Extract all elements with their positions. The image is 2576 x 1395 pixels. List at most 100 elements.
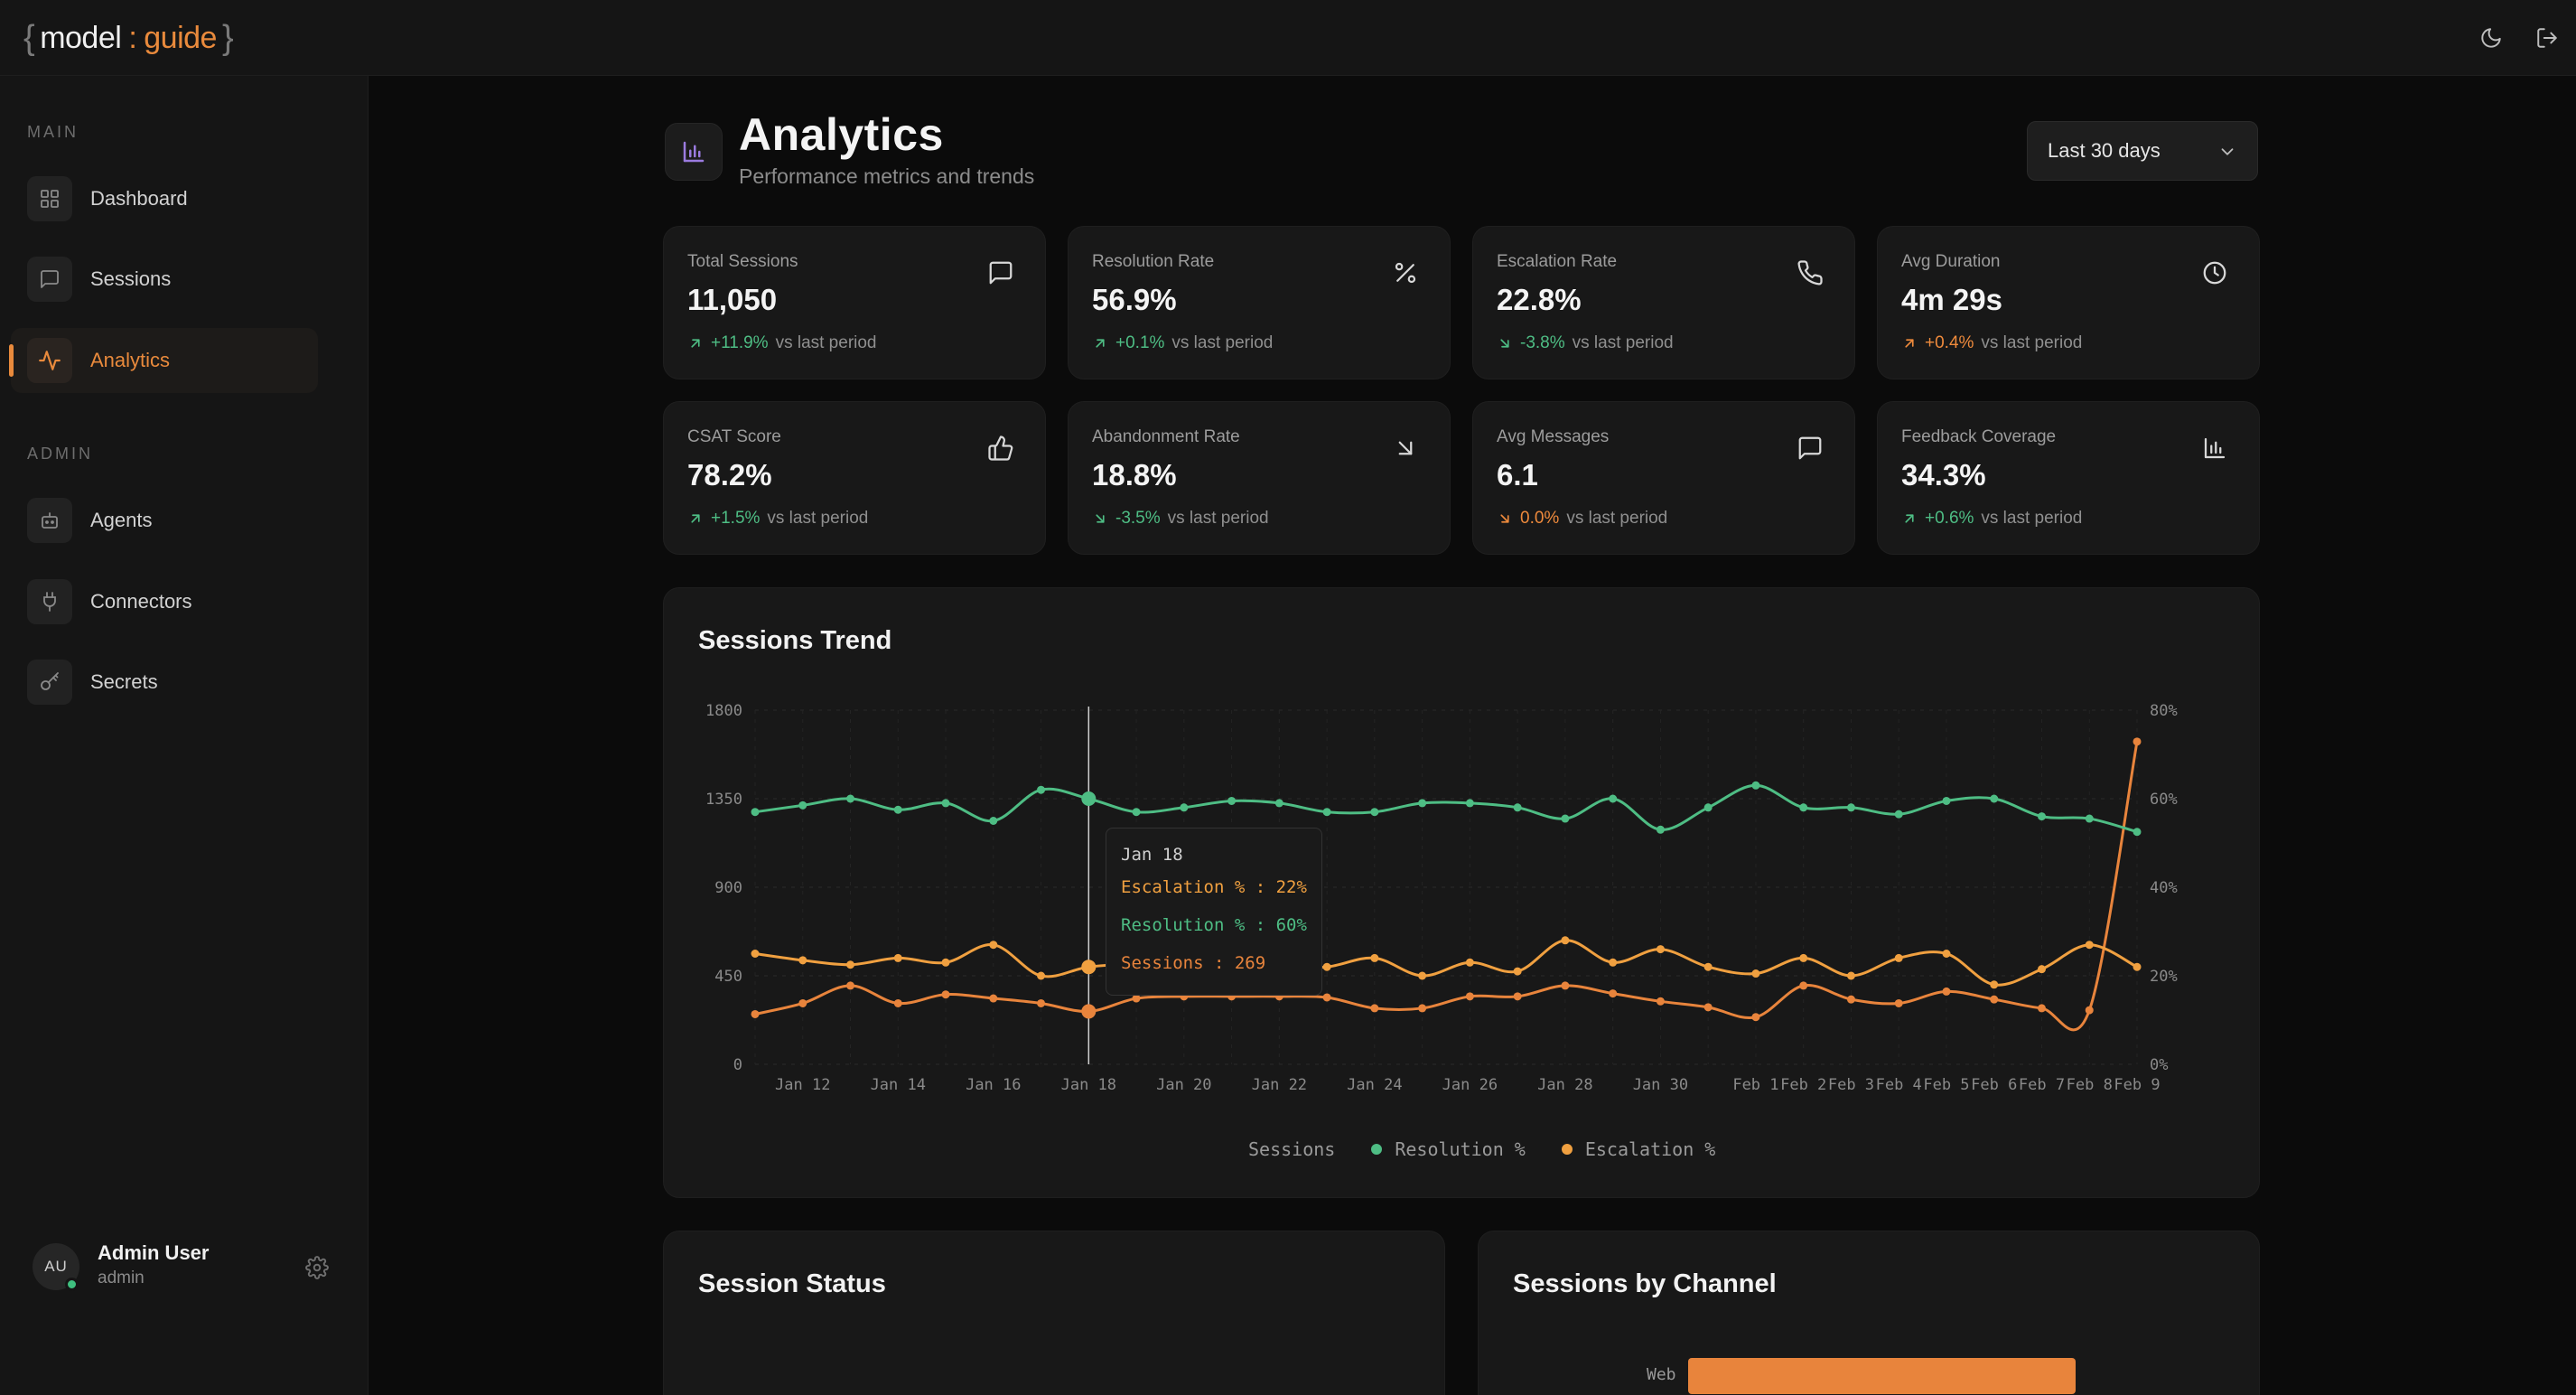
data-point-sessions[interactable] bbox=[1370, 1004, 1379, 1013]
user-settings-button[interactable] bbox=[305, 1256, 331, 1281]
data-point-resolution[interactable] bbox=[2037, 812, 2046, 821]
data-point-sessions[interactable] bbox=[2133, 737, 2142, 746]
data-point-sessions[interactable] bbox=[1942, 987, 1951, 996]
data-point-sessions[interactable] bbox=[2037, 1004, 2046, 1013]
data-point-escalation[interactable] bbox=[846, 960, 855, 969]
data-point-sessions[interactable] bbox=[1656, 997, 1665, 1006]
data-point-escalation[interactable] bbox=[1465, 958, 1474, 967]
data-point-escalation[interactable] bbox=[1513, 967, 1522, 976]
data-point-resolution[interactable] bbox=[798, 800, 807, 810]
data-point-sessions[interactable] bbox=[1894, 998, 1903, 1007]
data-point-escalation[interactable] bbox=[1751, 969, 1760, 978]
sidebar-item-connectors[interactable]: Connectors bbox=[11, 569, 318, 634]
data-point-sessions[interactable] bbox=[941, 990, 950, 999]
data-point-resolution[interactable] bbox=[846, 794, 855, 803]
data-point-escalation[interactable] bbox=[1037, 971, 1046, 980]
data-point-resolution[interactable] bbox=[1942, 796, 1951, 805]
data-point-resolution[interactable] bbox=[1465, 799, 1474, 808]
data-point-resolution[interactable] bbox=[1799, 803, 1808, 812]
data-point-sessions[interactable] bbox=[1799, 981, 1808, 990]
sidebar-item-agents[interactable]: Agents bbox=[11, 488, 318, 553]
legend-item-resolution[interactable]: Resolution % bbox=[1371, 1138, 1526, 1160]
data-point-sessions[interactable] bbox=[1846, 995, 1855, 1004]
data-point-resolution[interactable] bbox=[1703, 803, 1713, 812]
data-point-resolution[interactable] bbox=[1751, 781, 1760, 790]
data-point-escalation[interactable] bbox=[798, 956, 807, 965]
data-point-escalation[interactable] bbox=[1609, 958, 1618, 967]
data-point-escalation[interactable] bbox=[1656, 945, 1665, 954]
legend-item-sessions[interactable]: Sessions bbox=[1248, 1138, 1335, 1160]
data-point-resolution[interactable] bbox=[1990, 794, 1999, 803]
data-point-sessions[interactable] bbox=[1990, 995, 1999, 1004]
data-point-sessions[interactable] bbox=[1513, 992, 1522, 1001]
data-point-resolution[interactable] bbox=[1081, 791, 1097, 806]
data-point-sessions[interactable] bbox=[1132, 994, 1141, 1003]
data-point-escalation[interactable] bbox=[1561, 936, 1570, 945]
data-point-resolution[interactable] bbox=[989, 817, 998, 825]
data-point-sessions[interactable] bbox=[1322, 993, 1331, 1002]
data-point-sessions[interactable] bbox=[893, 998, 902, 1007]
data-point-escalation[interactable] bbox=[1846, 971, 1855, 980]
data-point-sessions[interactable] bbox=[2085, 1006, 2094, 1015]
data-point-resolution[interactable] bbox=[1180, 803, 1189, 812]
data-point-sessions[interactable] bbox=[1561, 981, 1570, 990]
data-point-escalation[interactable] bbox=[1703, 962, 1713, 971]
data-point-escalation[interactable] bbox=[2133, 962, 2142, 971]
data-point-escalation[interactable] bbox=[751, 950, 760, 958]
data-point-sessions[interactable] bbox=[846, 981, 855, 990]
data-point-escalation[interactable] bbox=[1894, 953, 1903, 962]
user-profile[interactable]: AU Admin User admin bbox=[33, 1234, 340, 1306]
data-point-resolution[interactable] bbox=[941, 799, 950, 808]
date-range-select[interactable]: Last 30 days bbox=[2027, 121, 2258, 181]
data-point-escalation[interactable] bbox=[1799, 953, 1808, 962]
data-point-resolution[interactable] bbox=[1370, 808, 1379, 817]
data-point-resolution[interactable] bbox=[1227, 796, 1237, 805]
data-point-sessions[interactable] bbox=[1418, 1004, 1427, 1013]
data-point-sessions[interactable] bbox=[1465, 992, 1474, 1001]
data-point-resolution[interactable] bbox=[2133, 828, 2142, 837]
data-point-escalation[interactable] bbox=[1081, 960, 1097, 975]
data-point-sessions[interactable] bbox=[1609, 989, 1618, 998]
data-point-sessions[interactable] bbox=[798, 998, 807, 1007]
data-point-sessions[interactable] bbox=[1081, 1004, 1097, 1019]
sessions-trend-chart[interactable]: 0 0% 450 20% 900 40% 1350 60% 1800 80% Jan 12 Jan 1… bbox=[663, 587, 2260, 1198]
logo[interactable]: { model : guide } bbox=[23, 18, 234, 58]
data-point-resolution[interactable] bbox=[893, 805, 902, 814]
data-point-escalation[interactable] bbox=[2037, 965, 2046, 974]
data-point-sessions[interactable] bbox=[1751, 1013, 1760, 1022]
data-point-escalation[interactable] bbox=[1418, 971, 1427, 980]
data-point-resolution[interactable] bbox=[1322, 808, 1331, 817]
data-point-escalation[interactable] bbox=[1990, 980, 1999, 989]
sidebar-item-analytics[interactable]: Analytics bbox=[9, 328, 318, 393]
data-point-resolution[interactable] bbox=[1037, 785, 1046, 794]
sidebar-item-secrets[interactable]: Secrets bbox=[11, 650, 318, 715]
logout-button[interactable] bbox=[2531, 22, 2563, 54]
data-point-escalation[interactable] bbox=[893, 953, 902, 962]
data-point-resolution[interactable] bbox=[751, 808, 760, 817]
data-point-escalation[interactable] bbox=[1370, 953, 1379, 962]
data-point-resolution[interactable] bbox=[2085, 814, 2094, 823]
data-point-escalation[interactable] bbox=[1322, 962, 1331, 971]
data-point-resolution[interactable] bbox=[1561, 814, 1570, 823]
data-point-sessions[interactable] bbox=[989, 994, 998, 1003]
channel-bar-web[interactable] bbox=[1688, 1358, 2076, 1394]
data-point-resolution[interactable] bbox=[1894, 810, 1903, 819]
data-point-resolution[interactable] bbox=[1418, 799, 1427, 808]
sidebar-item-dashboard[interactable]: Dashboard bbox=[11, 166, 318, 231]
data-point-resolution[interactable] bbox=[1846, 803, 1855, 812]
data-point-sessions[interactable] bbox=[751, 1009, 760, 1018]
data-point-sessions[interactable] bbox=[1703, 1003, 1713, 1012]
data-point-resolution[interactable] bbox=[1609, 794, 1618, 803]
theme-toggle-button[interactable] bbox=[2475, 22, 2507, 54]
legend-item-escalation[interactable]: Escalation % bbox=[1561, 1138, 1715, 1160]
data-point-sessions[interactable] bbox=[1037, 998, 1046, 1007]
data-point-resolution[interactable] bbox=[1132, 808, 1141, 817]
data-point-resolution[interactable] bbox=[1513, 803, 1522, 812]
data-point-resolution[interactable] bbox=[1274, 799, 1283, 808]
sidebar-item-sessions[interactable]: Sessions bbox=[11, 247, 318, 312]
data-point-resolution[interactable] bbox=[1656, 825, 1665, 834]
data-point-escalation[interactable] bbox=[941, 958, 950, 967]
data-point-escalation[interactable] bbox=[1942, 950, 1951, 958]
data-point-escalation[interactable] bbox=[2085, 941, 2094, 950]
data-point-escalation[interactable] bbox=[989, 941, 998, 950]
